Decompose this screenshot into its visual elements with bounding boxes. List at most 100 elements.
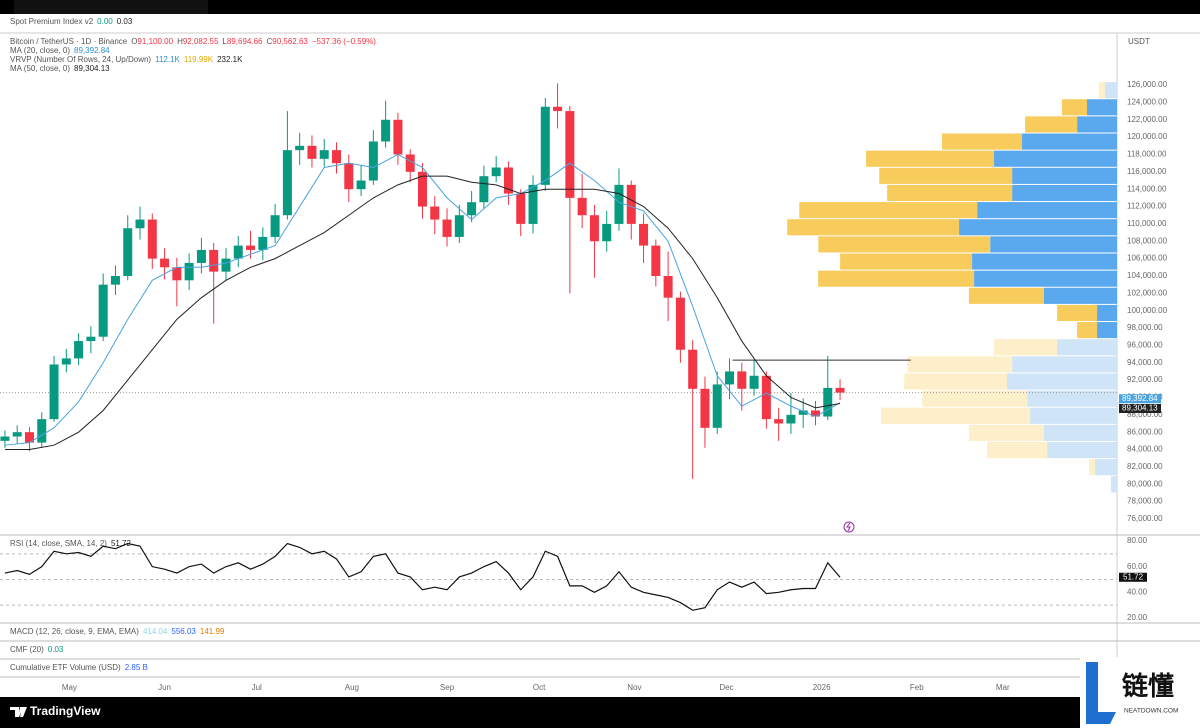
vp-up	[1047, 441, 1117, 459]
vp-down	[881, 407, 1031, 424]
candle-body	[74, 341, 84, 359]
candle-body	[479, 176, 489, 203]
y-tick-label: 78,000.00	[1127, 497, 1163, 506]
watermark-url: NEATDOWN.COM	[1124, 708, 1178, 715]
candle-body	[774, 419, 784, 424]
candle-body	[307, 145, 317, 159]
pane-etf: Cumulative ETF Volume (USD) 2.85 B	[10, 663, 148, 672]
vp-down	[887, 184, 1013, 202]
candle-body	[749, 375, 759, 389]
value-tag-label: 51.72	[1123, 572, 1144, 581]
vp-down	[1061, 99, 1087, 116]
pane-label: CMF (20)	[10, 645, 44, 654]
candle-body	[528, 184, 538, 224]
candle-body	[381, 119, 391, 142]
candle-body	[823, 387, 833, 417]
vp-down	[818, 236, 991, 253]
legend-value: 89,392.84	[74, 46, 110, 55]
ma-line	[4, 153, 841, 446]
candle-body	[737, 371, 747, 389]
event-icon[interactable]	[843, 521, 855, 533]
value-tag	[1119, 572, 1147, 582]
vp-up	[1104, 82, 1117, 99]
candle-body	[61, 358, 71, 365]
vp-down	[968, 424, 1044, 441]
candle-body	[810, 410, 820, 417]
legend-ma50: MA (50, close, 0) 89,304.13	[10, 64, 110, 73]
y-tick-label: 110,000.00	[1127, 219, 1167, 228]
candle-body	[98, 284, 108, 337]
y-tick-label: 76,000.00	[1127, 514, 1163, 523]
candle-body	[221, 258, 231, 272]
vp-up	[972, 253, 1117, 270]
candle-body	[49, 364, 59, 420]
legend-value: 51.72	[111, 539, 132, 548]
x-tick-label: Dec	[719, 683, 733, 692]
vp-down	[1089, 459, 1096, 476]
vp-down	[1098, 82, 1105, 99]
vp-up	[1012, 167, 1117, 184]
legend-name: VRVP (Number Of Rows, 24, Up/Down)	[10, 55, 151, 64]
top-bar	[0, 0, 1200, 14]
price-tag-label: 89,392.84	[1122, 394, 1158, 403]
candle-body	[295, 145, 305, 151]
vp-down	[818, 270, 975, 287]
pane-value: 556.03	[171, 627, 196, 636]
candle-body	[37, 419, 47, 443]
legend-price: Bitcoin / TetherUS · 1D · Binance O91,100…	[10, 37, 376, 46]
vp-down	[904, 373, 1008, 390]
indicator-value: 0.03	[117, 17, 133, 26]
candle-body	[700, 388, 710, 428]
y-tick-label: 60.00	[1127, 562, 1148, 571]
vp-down	[840, 253, 973, 270]
footer	[0, 697, 1200, 728]
vp-down	[787, 219, 960, 236]
vp-down	[994, 339, 1057, 356]
vp-up	[990, 236, 1117, 253]
y-tick-label: 84,000.00	[1127, 445, 1163, 454]
x-tick-label: May	[62, 683, 77, 692]
candle-body	[553, 106, 563, 112]
y-tick-label: 118,000.00	[1127, 150, 1167, 159]
candle-body	[712, 384, 722, 428]
y-tick-label: 98,000.00	[1127, 323, 1163, 332]
candle-body	[147, 219, 157, 259]
vp-up	[1086, 99, 1117, 116]
vp-up	[1022, 133, 1117, 150]
candle-body	[626, 184, 636, 224]
y-tick-label: 80,000.00	[1127, 479, 1163, 488]
indicator-name: Spot Premium Index v2	[10, 17, 94, 26]
indicator-value: 0.00	[97, 17, 113, 26]
legend-value: 112.1K	[155, 55, 180, 64]
vp-up	[1110, 476, 1117, 493]
candle-body	[209, 249, 219, 272]
x-tick-label: Aug	[345, 683, 359, 692]
candle-body	[405, 154, 415, 172]
axis-unit: USDT	[1128, 37, 1150, 46]
ohlc-value: 89,694.66	[227, 37, 263, 46]
candle-body	[196, 249, 206, 263]
y-tick-label: 94,000.00	[1127, 358, 1163, 367]
vp-up	[1027, 390, 1117, 407]
y-tick-label: 104,000.00	[1127, 271, 1168, 280]
event-icon	[846, 522, 851, 532]
candle-body	[798, 410, 808, 415]
vp-down	[987, 441, 1048, 459]
candle-body	[368, 141, 378, 181]
candle-body	[491, 167, 501, 177]
y-tick-label: 92,000.00	[1127, 375, 1163, 384]
ma-line	[4, 175, 841, 451]
x-tick-label: Mar	[996, 683, 1010, 692]
y-tick-label: 80.00	[1127, 536, 1148, 545]
change: −537.36 (−0.59%)	[312, 37, 376, 46]
candle-body	[467, 202, 477, 216]
tab[interactable]	[14, 0, 208, 14]
x-tick-label: Sep	[440, 683, 455, 692]
candle-body	[172, 267, 182, 281]
candle-body	[675, 297, 685, 350]
candle-body	[110, 275, 120, 285]
vp-up	[1012, 184, 1117, 202]
vp-up	[1012, 356, 1117, 373]
vp-down	[1025, 116, 1078, 133]
candle-body	[430, 206, 440, 220]
